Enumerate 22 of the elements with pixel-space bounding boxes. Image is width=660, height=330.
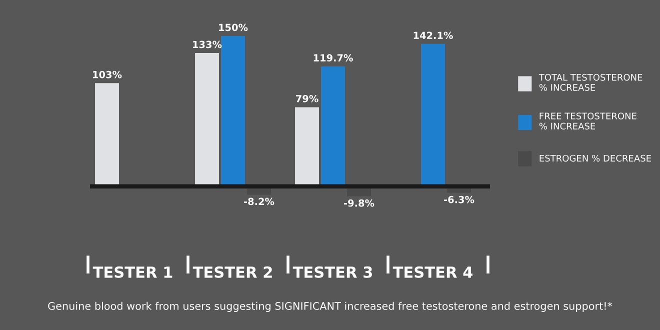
- bar: [221, 36, 245, 186]
- legend-label: TOTAL TESTOSTERONE % INCREASE: [538, 74, 642, 91]
- x-tick-label: TESTER 4: [392, 266, 473, 278]
- data-label: 150%: [219, 24, 248, 32]
- text: Genuine blood work from users suggesting SIGNIFICANT increased free testosterone and estrogen support!*: [48, 302, 612, 312]
- data-label: 103%: [93, 70, 122, 78]
- data-label: -8.2%: [244, 198, 274, 206]
- data-label: -9.8%: [344, 199, 374, 207]
- x-tick-label: TESTER 3: [292, 266, 372, 278]
- bar: [95, 83, 119, 186]
- data-label: 119.7%: [314, 54, 353, 62]
- data-label: -6.3%: [444, 196, 474, 204]
- data-label: 79%: [296, 94, 318, 102]
- bar: [421, 44, 445, 186]
- bar: [195, 53, 219, 186]
- bar: [295, 107, 319, 186]
- legend-label: FREE TESTOSTERONE % INCREASE: [539, 112, 636, 130]
- data-label: 142.1%: [414, 32, 453, 40]
- legend-label: ESTROGEN % DECREASE: [540, 154, 651, 162]
- x-tick-label: TESTER 2: [192, 266, 272, 278]
- bar: [321, 66, 345, 186]
- x-tick-label: TESTER 1: [92, 266, 172, 278]
